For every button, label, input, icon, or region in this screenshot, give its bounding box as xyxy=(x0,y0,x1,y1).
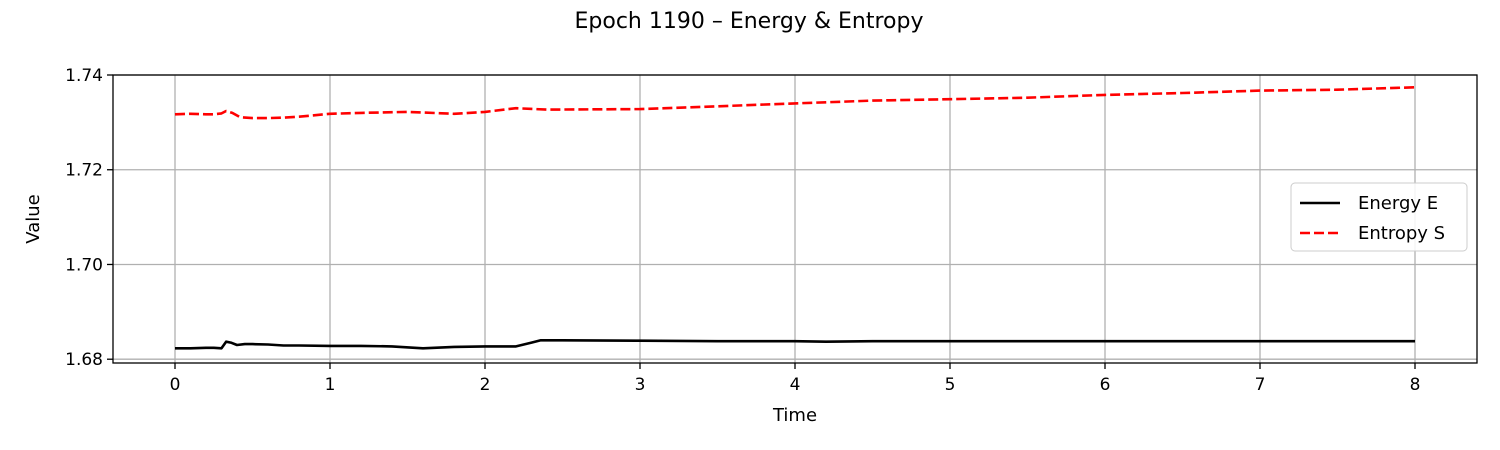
x-tick-label: 5 xyxy=(945,375,956,395)
x-tick-label: 4 xyxy=(790,375,801,395)
axis-ticks: 0 1 2 3 4 5 6 7 8 1.68 1.70 1.72 1.74 xyxy=(65,66,1420,395)
x-tick-label: 7 xyxy=(1255,375,1266,395)
y-tick-label: 1.68 xyxy=(65,350,103,370)
chart-title: Epoch 1190 – Energy & Entropy xyxy=(575,9,924,34)
legend: Energy E Entropy S xyxy=(1290,182,1468,252)
y-tick-label: 1.74 xyxy=(65,66,103,86)
series-line-entropy-s xyxy=(174,86,1416,120)
y-axis-label: Value xyxy=(23,194,44,243)
series-line-energy-e xyxy=(175,338,1415,350)
x-tick-label: 2 xyxy=(480,375,491,395)
x-tick-label: 0 xyxy=(170,375,181,395)
x-tick-label: 8 xyxy=(1410,375,1421,395)
legend-label-energy: Energy E xyxy=(1358,193,1438,214)
x-tick-label: 3 xyxy=(635,375,646,395)
x-tick-label: 1 xyxy=(325,375,336,395)
y-tick-label: 1.72 xyxy=(65,161,103,181)
y-tick-label: 1.70 xyxy=(65,255,103,275)
legend-label-entropy: Entropy S xyxy=(1358,223,1445,244)
x-tick-label: 6 xyxy=(1100,375,1111,395)
series-lines xyxy=(174,86,1416,350)
x-axis-label: Time xyxy=(772,405,817,426)
